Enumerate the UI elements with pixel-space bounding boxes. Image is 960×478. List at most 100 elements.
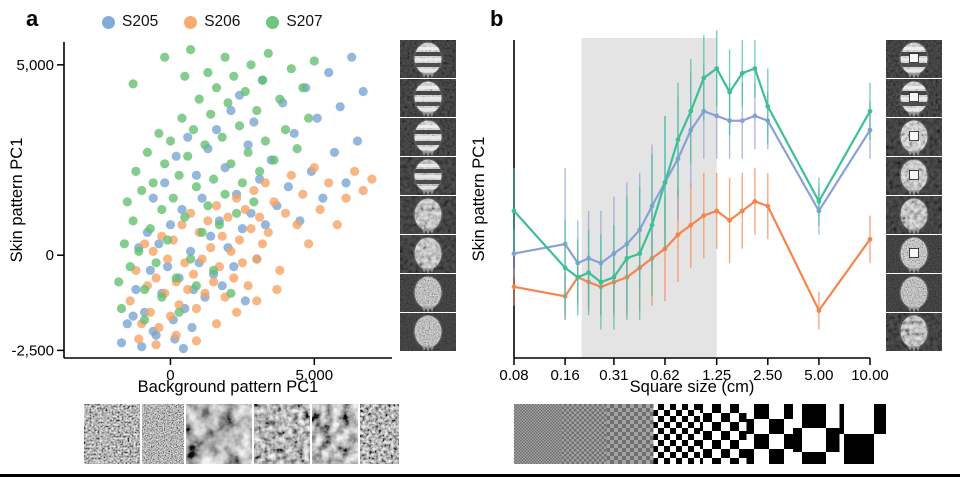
scatter-point-s205 [324,67,334,78]
background-texture-photo-pebbles [360,404,399,464]
scatter-point-s207 [249,197,259,207]
background-texture-photo-shells [312,404,358,464]
data-point-s207 [714,66,720,71]
scatter-point-s206 [263,227,273,237]
scatter-point-s207 [186,254,196,264]
scatter-point-s206 [165,311,176,321]
scatter-point-s206 [151,273,161,283]
scatter-point-s206 [252,296,262,306]
legend-item-s207: S207 [266,13,323,31]
x-tick-label: 10.00 [851,367,889,384]
scatter-point-s207 [226,159,236,169]
scatter-point-s207 [220,189,230,199]
scatter-point-s207 [275,94,285,104]
scatter-point-s205 [318,193,328,203]
panel-a-label: a [26,6,39,31]
scatter-point-s207 [157,292,167,302]
scatter-point-s207 [163,235,173,245]
scatter-point-s206 [304,239,314,249]
x-tick-label: 1.25 [702,367,731,384]
scatter-point-s206 [163,254,173,264]
scatter-point-s205 [122,319,132,329]
checkerboard-segment-0.31 [607,404,654,464]
background-texture-photo-fine-gravel [142,404,184,464]
scatter-point-s206 [292,220,302,230]
cuttlefish-photo [886,157,942,195]
cuttlefish-photo-strip-b [886,40,942,351]
panel-b-label: b [490,6,504,31]
data-point-s206 [739,208,745,214]
scatter-point-s207 [292,144,302,154]
cuttlefish-photo [886,313,942,351]
scatter-point-s206 [154,322,164,333]
x-tick-label: 0.62 [650,367,679,384]
cuttlefish-photo [400,313,456,351]
scatter-point-s207 [125,262,135,272]
scatter-point-s206 [341,193,351,203]
data-point-s207 [637,251,643,256]
shaded-band [581,38,717,358]
scatter-point-s207 [298,83,308,93]
scatter-point-s206 [197,254,207,264]
scatter-point-s207 [128,216,138,226]
scatter-point-s207 [194,94,204,104]
scatter-point-s206 [237,258,247,268]
background-texture-photo-coarse-gravel [254,404,310,464]
scatter-point-s205 [206,231,216,241]
scatter-point-s206 [183,284,193,295]
scatter-point-s207 [255,166,265,176]
data-point-s207 [688,108,694,114]
x-tick-label: 0.08 [499,367,528,384]
data-point-s207 [675,137,681,143]
scatter-point-s207 [154,128,164,138]
scatter-point-s206 [223,212,233,222]
scatter-point-s206 [174,300,184,310]
scatter-point-s206 [171,330,181,340]
scatter-point-s207 [122,197,132,207]
x-tick-label: 5,000 [296,367,334,384]
background-texture-photo-rocks [186,404,252,464]
data-point-s207 [867,108,873,114]
checkerboard-segment-0.16 [560,404,607,464]
cuttlefish-photo [400,157,456,195]
scatter-point-s205 [229,262,239,272]
scatter-point-s205 [217,281,227,291]
scatter-point-s207 [119,239,129,249]
scatter-point-s207 [157,204,167,215]
scatter-point-s206 [234,235,245,245]
scatter-point-s206 [200,288,210,298]
cuttlefish-photo [400,235,456,273]
data-point-s205 [752,113,758,119]
cuttlefish-photo [400,118,456,156]
y-axis-title: Skin pattern PC1 [8,138,26,263]
scatter-point-s206 [272,284,282,295]
data-point-s207 [739,70,745,76]
cuttlefish-photo [400,196,456,234]
scatter-point-s205 [312,113,322,123]
scatter-point-s205 [116,338,127,348]
y-tick-label: 5,000 [16,57,54,74]
scatter-point-s206 [140,239,150,249]
cuttlefish-photo [886,118,942,156]
scatter-point-s206 [358,185,368,196]
data-point-s207 [662,180,668,185]
scatter-point-s207 [116,303,127,314]
checkerboard-segment-0.08 [514,404,561,464]
scatter-point-s205 [237,224,247,234]
scatter-point-s207 [183,151,193,161]
scatter-point-s205 [197,193,207,203]
data-point-s207 [701,75,707,81]
scatter-point-s207 [145,224,155,234]
scatter-point-s207 [214,220,224,230]
legend-dot-s206 [184,15,198,29]
scatter-point-s207 [263,48,273,58]
scatter-point-s207 [280,125,291,135]
scatter-point-s205 [187,322,197,333]
scatter-point-s206 [145,307,155,317]
checkerboard-segment-5.00 [793,404,840,464]
legend-label-s206: S206 [204,13,241,30]
scatter-point-s206 [229,273,239,283]
scatter-point-s206 [269,197,279,207]
scatter-point-s207 [246,60,256,70]
scatter-point-s207 [203,67,213,78]
